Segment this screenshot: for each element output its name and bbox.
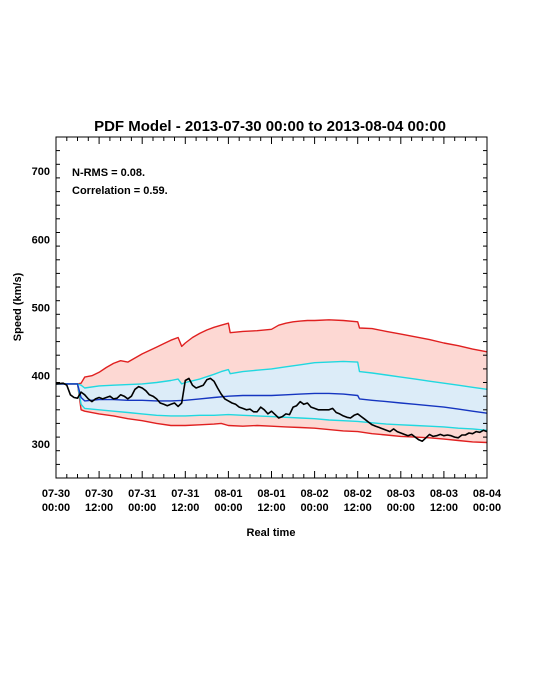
x-tick-label-time: 12:00 bbox=[171, 502, 199, 514]
x-tick-label-time: 00:00 bbox=[473, 502, 501, 514]
x-tick-label-date: 08-01 bbox=[214, 488, 242, 500]
x-tick-label-time: 12:00 bbox=[85, 502, 113, 514]
inner-lower-bound-line bbox=[56, 383, 488, 431]
x-tick-label-time: 00:00 bbox=[128, 502, 156, 514]
central-model-line bbox=[56, 383, 488, 414]
outer-lower-bound-line bbox=[56, 383, 488, 444]
x-tick-label-date: 07-31 bbox=[171, 488, 199, 500]
y-tick-label: 600 bbox=[32, 234, 50, 246]
y-tick-label: 300 bbox=[32, 439, 50, 451]
x-tick-label-date: 08-02 bbox=[301, 488, 329, 500]
y-axis-label: Speed (km/s) bbox=[12, 272, 24, 341]
inner-upper-bound-line bbox=[56, 360, 488, 390]
correlation-annotation: Correlation = 0.59. bbox=[72, 185, 168, 197]
x-tick-label-date: 07-30 bbox=[42, 488, 70, 500]
x-tick-label-time: 12:00 bbox=[344, 502, 372, 514]
x-tick-label-time: 00:00 bbox=[387, 502, 415, 514]
x-tick-label-time: 12:00 bbox=[430, 502, 458, 514]
x-tick-label-date: 08-02 bbox=[344, 488, 372, 500]
series-lines bbox=[55, 319, 488, 444]
x-tick-label-date: 08-01 bbox=[257, 488, 285, 500]
y-axis: 300 400 500 600 700 bbox=[32, 136, 487, 479]
x-axis: 07-30 00:00 07-30 12:00 07-31 00:00 07-31 12:00… bbox=[42, 137, 502, 514]
outer-upper-bound-line bbox=[56, 319, 488, 385]
observed-line bbox=[55, 377, 488, 443]
nrms-annotation: N-RMS = 0.08. bbox=[72, 167, 145, 179]
x-tick-label-date: 07-30 bbox=[85, 488, 113, 500]
x-axis-label: Real time bbox=[247, 527, 296, 539]
x-tick-label-time: 00:00 bbox=[214, 502, 242, 514]
x-tick-label-time: 00:00 bbox=[301, 502, 329, 514]
y-tick-label: 400 bbox=[32, 371, 50, 383]
x-tick-label-date: 08-03 bbox=[430, 488, 458, 500]
y-tick-label: 500 bbox=[32, 303, 50, 315]
x-tick-label-date: 07-31 bbox=[128, 488, 156, 500]
x-tick-label-date: 08-03 bbox=[387, 488, 415, 500]
y-tick-label: 700 bbox=[32, 166, 50, 178]
x-tick-label-time: 00:00 bbox=[42, 502, 70, 514]
chart-title: PDF Model - 2013-07-30 00:00 to 2013-08-… bbox=[94, 118, 446, 135]
x-tick-label-time: 12:00 bbox=[257, 502, 285, 514]
x-tick-label-date: 08-04 bbox=[473, 488, 502, 500]
